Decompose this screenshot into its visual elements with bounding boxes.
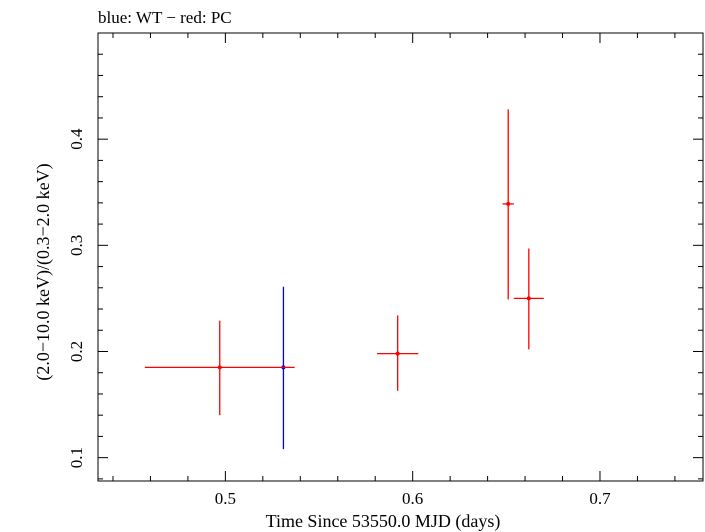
x-tick-label: 0.6 [402, 489, 423, 508]
axis-ticks [98, 32, 703, 481]
data-point [506, 201, 511, 206]
y-tick-label: 0.1 [67, 447, 86, 468]
data-point [395, 351, 400, 356]
y-tick-label: 0.2 [67, 341, 86, 362]
x-tick-label: 0.5 [215, 489, 236, 508]
y-tick-label: 0.4 [67, 128, 86, 150]
data-point [217, 365, 222, 370]
chart-title: blue: WT − red: PC [98, 8, 232, 27]
data-marks [144, 109, 544, 450]
data-point [526, 296, 531, 301]
y-tick-label: 0.3 [67, 235, 86, 256]
y-axis-title: (2.0−10.0 keV)/(0.3−2.0 keV) [33, 163, 54, 380]
axis-tick-labels: 0.5 0.6 0.7 0.1 0.2 0.3 0.4 [67, 128, 611, 508]
x-axis-title: Time Since 53550.0 MJD (days) [266, 511, 501, 532]
plot-frame [97, 32, 704, 482]
series-pc [144, 109, 544, 416]
x-tick-label: 0.7 [589, 489, 611, 508]
